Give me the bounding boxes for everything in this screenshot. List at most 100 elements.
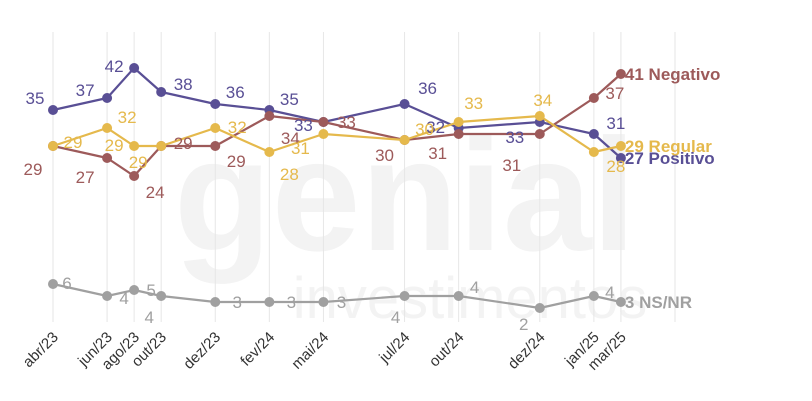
data-label: 29 — [227, 152, 246, 171]
data-label: 34 — [533, 91, 552, 110]
data-label: 4 — [391, 308, 400, 327]
data-label: 33 — [294, 116, 313, 135]
data-point — [453, 291, 464, 301]
x-tick-label: dez/24 — [505, 329, 549, 373]
data-label: 30 — [375, 146, 394, 165]
data-point — [588, 291, 599, 301]
data-point — [48, 141, 58, 151]
data-point — [615, 297, 626, 307]
data-point — [318, 117, 329, 127]
data-point — [48, 105, 58, 115]
data-label: 4 — [144, 308, 153, 327]
data-point — [129, 285, 140, 295]
data-point — [588, 93, 599, 103]
series-end-label: 41 Negativo — [625, 65, 720, 84]
data-label: 2 — [519, 315, 528, 334]
data-point — [102, 153, 113, 163]
data-point — [399, 135, 410, 145]
data-label: 4 — [605, 283, 614, 302]
data-label: 31 — [291, 139, 310, 158]
vertical-grid — [52, 32, 676, 322]
data-label: 37 — [605, 84, 624, 103]
data-label: 32 — [228, 118, 247, 137]
x-tick-label: dez/23 — [180, 329, 224, 373]
data-label: 31 — [502, 156, 521, 175]
data-label: 42 — [105, 57, 124, 76]
series-layer — [48, 63, 626, 313]
data-point — [156, 87, 167, 97]
data-label: 31 — [428, 144, 447, 163]
data-point — [210, 141, 221, 151]
data-point — [534, 111, 545, 121]
data-point — [102, 93, 113, 103]
data-label: 33 — [505, 128, 524, 147]
data-label: 4 — [470, 278, 479, 297]
data-label: 37 — [76, 81, 95, 100]
data-point — [129, 63, 140, 73]
data-label: 34 — [281, 129, 300, 148]
data-point — [264, 297, 275, 307]
x-tick-label: abr/23 — [20, 329, 62, 371]
data-label: 24 — [146, 183, 165, 202]
data-label: 3 — [337, 293, 346, 312]
data-label: 38 — [174, 75, 193, 94]
data-label: 28 — [606, 157, 625, 176]
data-label: 4 — [119, 289, 128, 308]
data-point — [156, 291, 167, 301]
data-point — [615, 141, 626, 151]
data-point — [264, 111, 275, 121]
x-tick-label: fev/24 — [237, 329, 278, 370]
series-end-label: 27 Positivo — [625, 149, 715, 168]
data-label: 31 — [606, 114, 625, 133]
data-point — [48, 279, 58, 289]
x-tick-label: out/24 — [426, 329, 468, 371]
data-point — [210, 123, 221, 133]
series-line-regular — [52, 114, 622, 154]
data-label: 3 — [287, 293, 296, 312]
data-label: 33 — [464, 94, 483, 113]
data-label: 35 — [280, 90, 299, 109]
data-point — [588, 147, 599, 157]
data-label: 3 — [233, 293, 242, 312]
data-point — [453, 117, 464, 127]
data-label: 36 — [226, 83, 245, 102]
data-label: 28 — [280, 165, 299, 184]
data-point — [210, 99, 221, 109]
series-end-label: 29 Regular — [625, 137, 712, 156]
series-line-negativo — [52, 73, 622, 178]
data-label: 35 — [26, 89, 45, 108]
data-label: 27 — [76, 168, 95, 187]
data-label: 32 — [118, 108, 137, 127]
data-label: 29 — [174, 134, 193, 153]
data-label: 30 — [415, 120, 434, 139]
data-label: 29 — [105, 136, 124, 155]
data-point — [264, 147, 275, 157]
data-point — [318, 129, 329, 139]
data-point — [615, 69, 626, 79]
data-point — [399, 291, 410, 301]
data-point — [210, 297, 221, 307]
data-label: 33 — [337, 113, 356, 132]
data-label: 6 — [62, 274, 71, 293]
data-point — [318, 297, 329, 307]
data-point — [399, 99, 410, 109]
data-point — [534, 129, 545, 139]
data-point — [588, 129, 599, 139]
data-point — [534, 303, 545, 313]
data-label: 5 — [146, 281, 155, 300]
data-point — [156, 141, 167, 151]
data-label: 32 — [426, 118, 445, 137]
data-point — [453, 129, 464, 139]
data-point — [129, 171, 140, 181]
data-point — [129, 141, 140, 151]
series-end-label: 3 NS/NR — [625, 293, 692, 312]
series-line-positivo — [52, 66, 622, 159]
data-label: 29 — [129, 153, 148, 172]
data-label: 36 — [418, 79, 437, 98]
data-point — [102, 291, 113, 301]
x-tick-label: mai/24 — [288, 329, 332, 373]
